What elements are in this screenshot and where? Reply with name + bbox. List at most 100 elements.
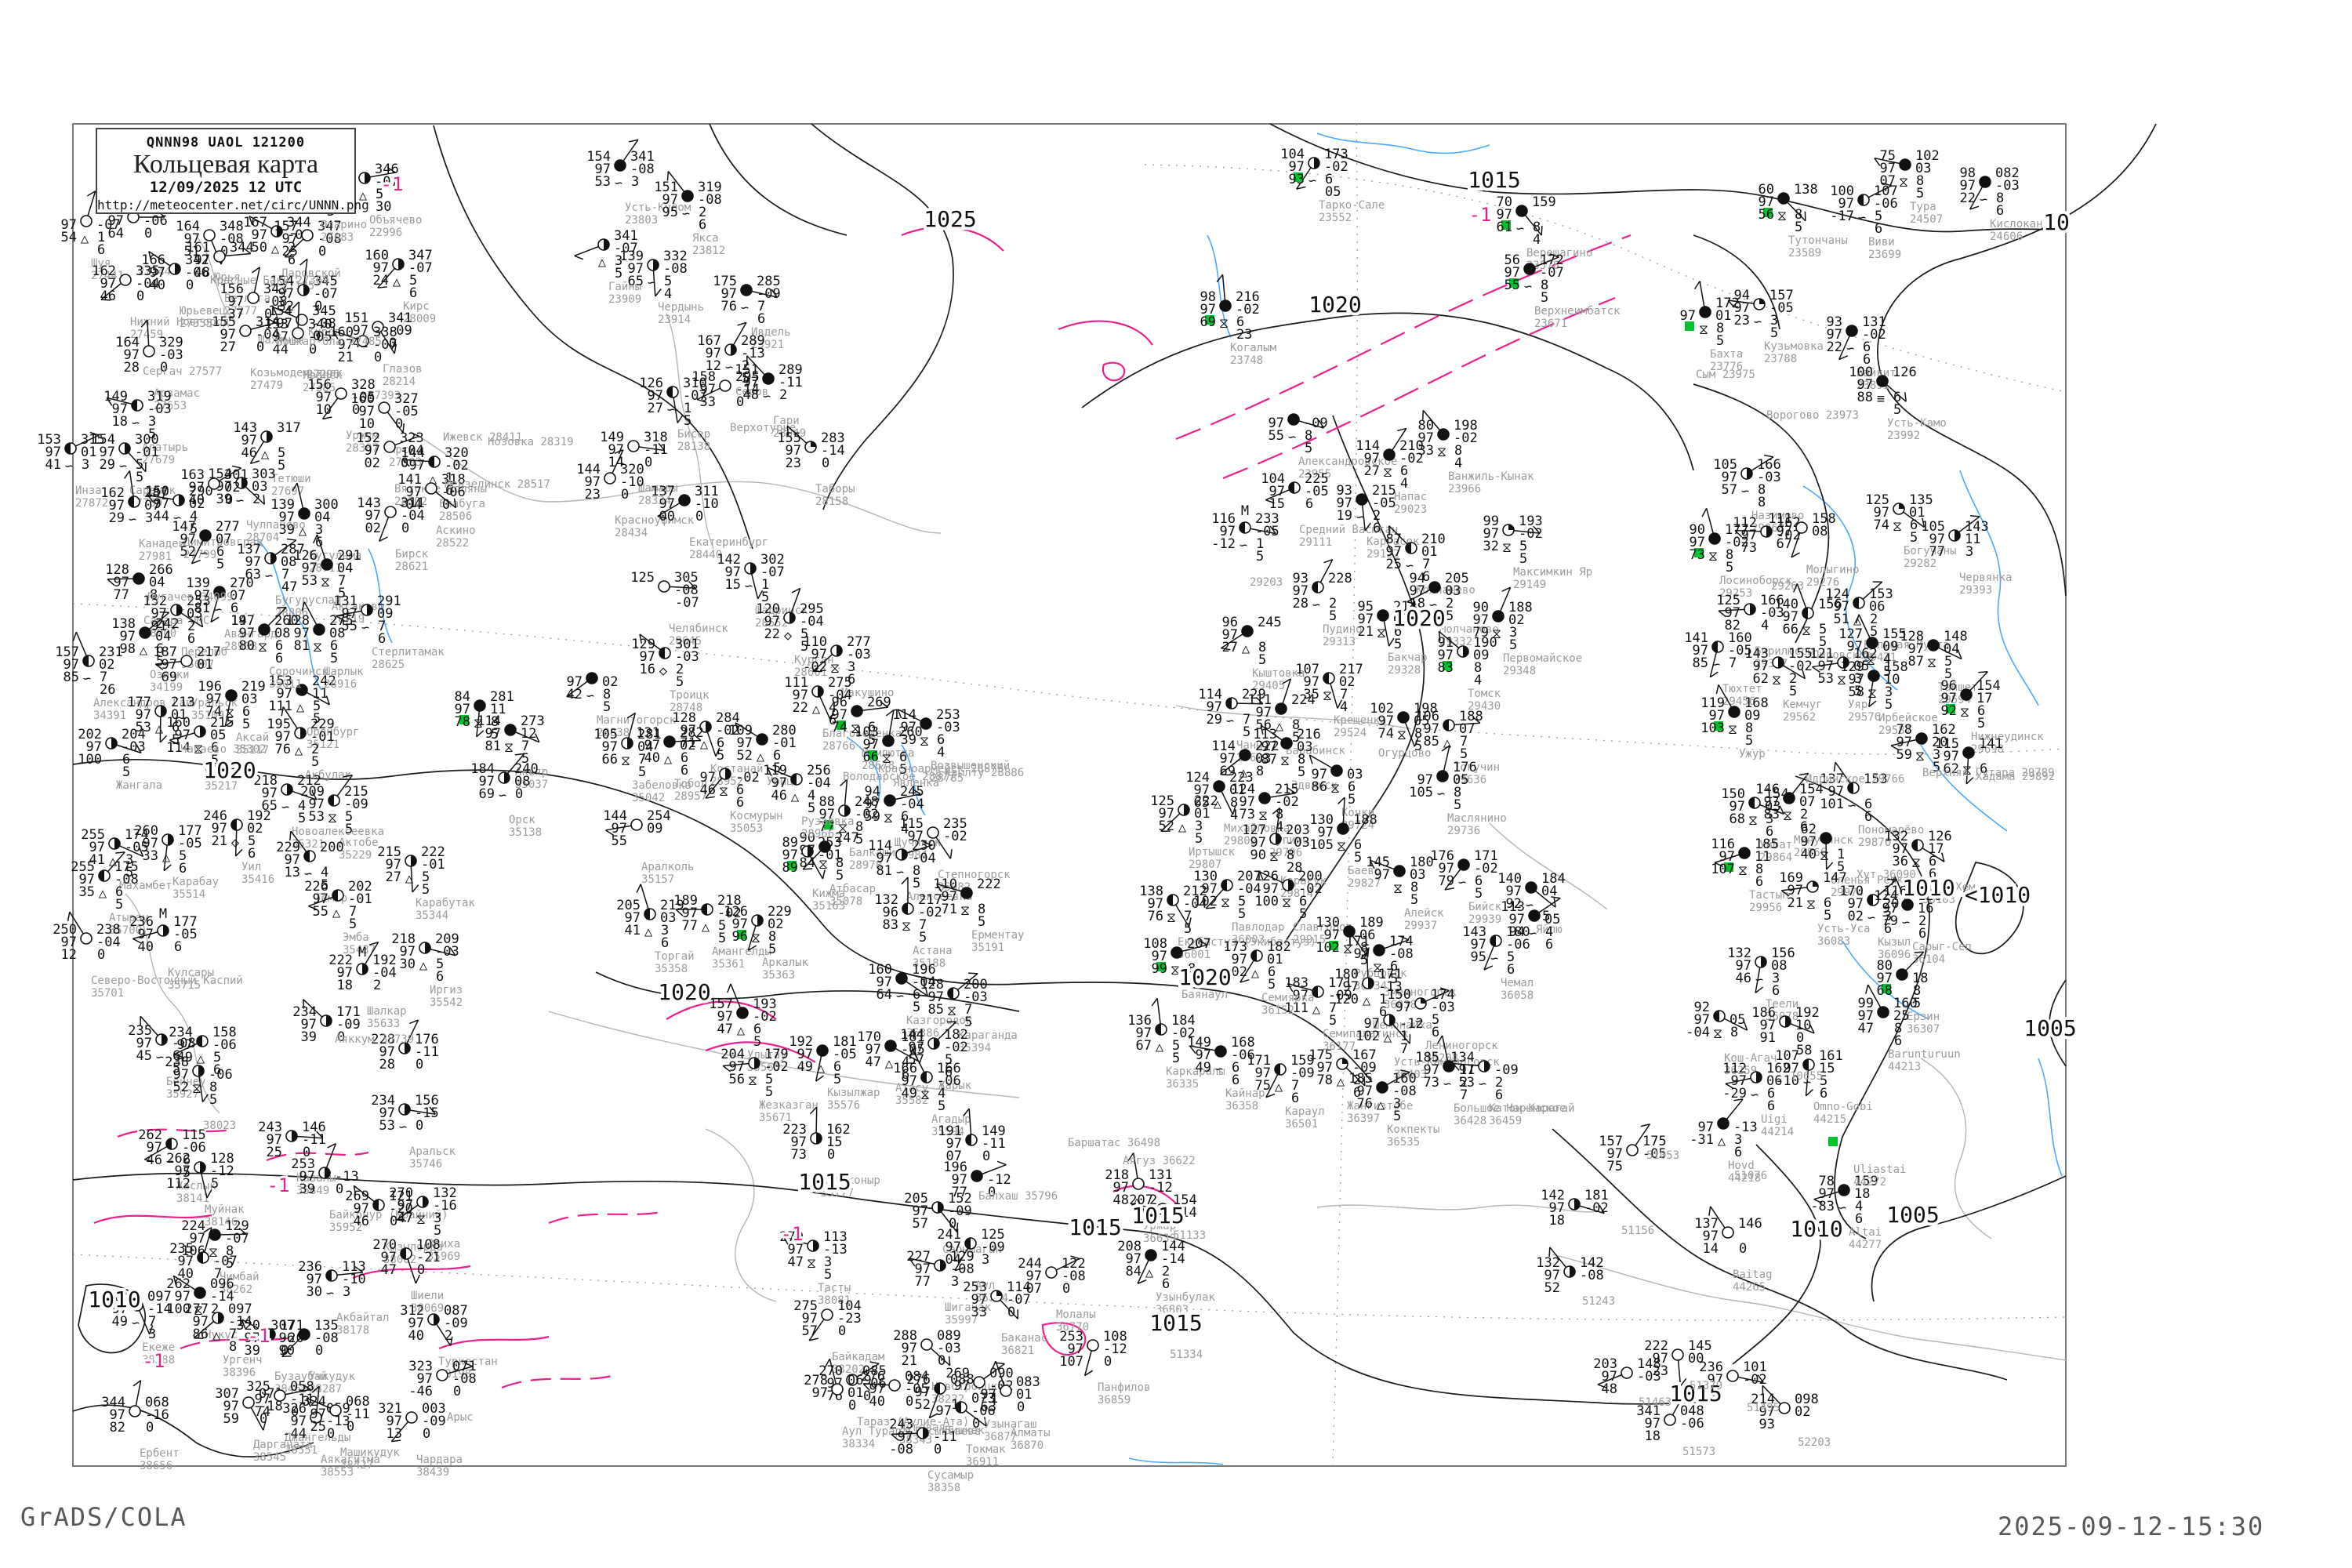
station-text: 63 [981, 1399, 996, 1415]
cloud-cover-fill [1820, 833, 1831, 844]
wind-barb-feather [100, 299, 111, 301]
station-text: Кемчуг [1783, 699, 1823, 711]
station-text: 102 [1356, 1029, 1380, 1044]
station-text: 0 [395, 416, 403, 432]
station-text: -02 [1584, 1200, 1609, 1216]
station-text: 27393 [368, 390, 401, 402]
station-text: 5 [1329, 608, 1337, 624]
station-text: 71 [681, 735, 696, 751]
station-text: 50 [252, 240, 267, 256]
cloud-cover-circle [630, 818, 643, 831]
station-text: 158 [691, 369, 716, 385]
station-text: Кижма [812, 887, 845, 900]
station-text: 114 [477, 713, 501, 729]
station-text: 0 [736, 394, 744, 410]
station-text: 10 [316, 402, 332, 418]
station-text: 5 [938, 1098, 946, 1114]
gray-map-label: Нозовка 28319 [488, 436, 574, 448]
station-text: 97 [206, 691, 222, 707]
station-text: 02 [224, 480, 240, 495]
cloud-cover-fill [1377, 1082, 1388, 1093]
station-text: 0 [309, 342, 317, 358]
station-text: ⧖ [1330, 781, 1340, 797]
station-text: 5 [216, 557, 224, 572]
station-text: ⧖ [902, 919, 911, 935]
station-text: Объячево [369, 214, 422, 227]
station-text: 47 [866, 1054, 881, 1070]
station-text: 153 [268, 673, 292, 689]
station-text: 02 [365, 456, 380, 471]
cloud-cover-circle [80, 215, 93, 227]
station-text: 215 [210, 715, 234, 731]
station-text: 35344 [416, 909, 448, 922]
station-text: 6 [1373, 521, 1381, 536]
station-text: 28 [124, 360, 140, 376]
station-text: 76 [721, 299, 737, 314]
station-text: 160 [365, 248, 389, 263]
cloud-cover-circle [658, 580, 670, 593]
station-text: 24606 [1990, 230, 2023, 243]
station-text: 10655 [1790, 1070, 1823, 1083]
station-text: 74 [1378, 726, 1394, 742]
station-text: 97 [455, 702, 470, 717]
station-text: 5 [136, 470, 143, 485]
station-text: 7 [338, 573, 346, 589]
station-text: 23812 [692, 245, 725, 257]
cloud-cover-fill [1759, 299, 1765, 304]
cloud-cover-fill [125, 443, 130, 454]
cloud-cover-circle [1000, 1385, 1012, 1397]
wind-barb-feather [1151, 997, 1158, 1007]
station-text: 24 [373, 273, 389, 289]
station-text: 44214 [1761, 1126, 1794, 1138]
station-text: ∽ [1312, 597, 1320, 613]
station-text: 97 [277, 316, 292, 332]
station-text: ⧖ [1899, 175, 1908, 191]
station-text: 49 [902, 1086, 917, 1102]
isobar-label: 1020 [1392, 605, 1445, 631]
station-text: 02 [1848, 909, 1864, 924]
station-text: 3 [82, 457, 89, 473]
station-text: 28307 [346, 442, 379, 455]
station-text: 49 [112, 1314, 128, 1330]
station-text: Бисер [677, 428, 710, 441]
station-text: 36459 [1489, 1115, 1522, 1127]
wind-barb-feather [201, 1094, 209, 1103]
station-text: 02 [99, 657, 114, 673]
cloud-cover-circle [1087, 1339, 1099, 1352]
station-text: 5 [913, 876, 920, 891]
wind-barb-feather [169, 739, 179, 746]
station-text: 04 [149, 575, 165, 590]
station-text: 0 [1007, 1305, 1015, 1320]
station-text: 6 [230, 601, 238, 616]
gray-map-label: 51076 [1734, 1170, 1767, 1182]
station-text: 5 [1298, 764, 1305, 780]
station-text: 0 [315, 1343, 323, 1359]
station-text: 7 [378, 619, 386, 634]
station-text: 71 [942, 902, 957, 917]
station-text: Самара ОМС [143, 615, 209, 627]
station-text: ∽ [1415, 1014, 1423, 1029]
station-text: 23914 [658, 314, 691, 326]
station-text: Uliastai [1853, 1163, 1906, 1176]
station-text: 15 [725, 577, 741, 593]
station-text: 19 [1337, 508, 1352, 524]
station-text: 35 [79, 884, 95, 900]
station-text: 6 [1875, 221, 1882, 237]
station-text: 97 [194, 588, 210, 604]
wind-barb-feather [252, 267, 260, 274]
isobar-label: 1020 [1308, 292, 1361, 318]
station-text: ⧖ [1167, 910, 1176, 926]
wind-barb-feather [402, 423, 405, 434]
station-text: 8 [1758, 495, 1766, 510]
station-text: 6 [248, 846, 256, 862]
station-text: 229 [310, 717, 335, 732]
admin-borders [125, 234, 2067, 1361]
station-text: △ [271, 241, 280, 257]
station-text: 64 [108, 226, 124, 241]
